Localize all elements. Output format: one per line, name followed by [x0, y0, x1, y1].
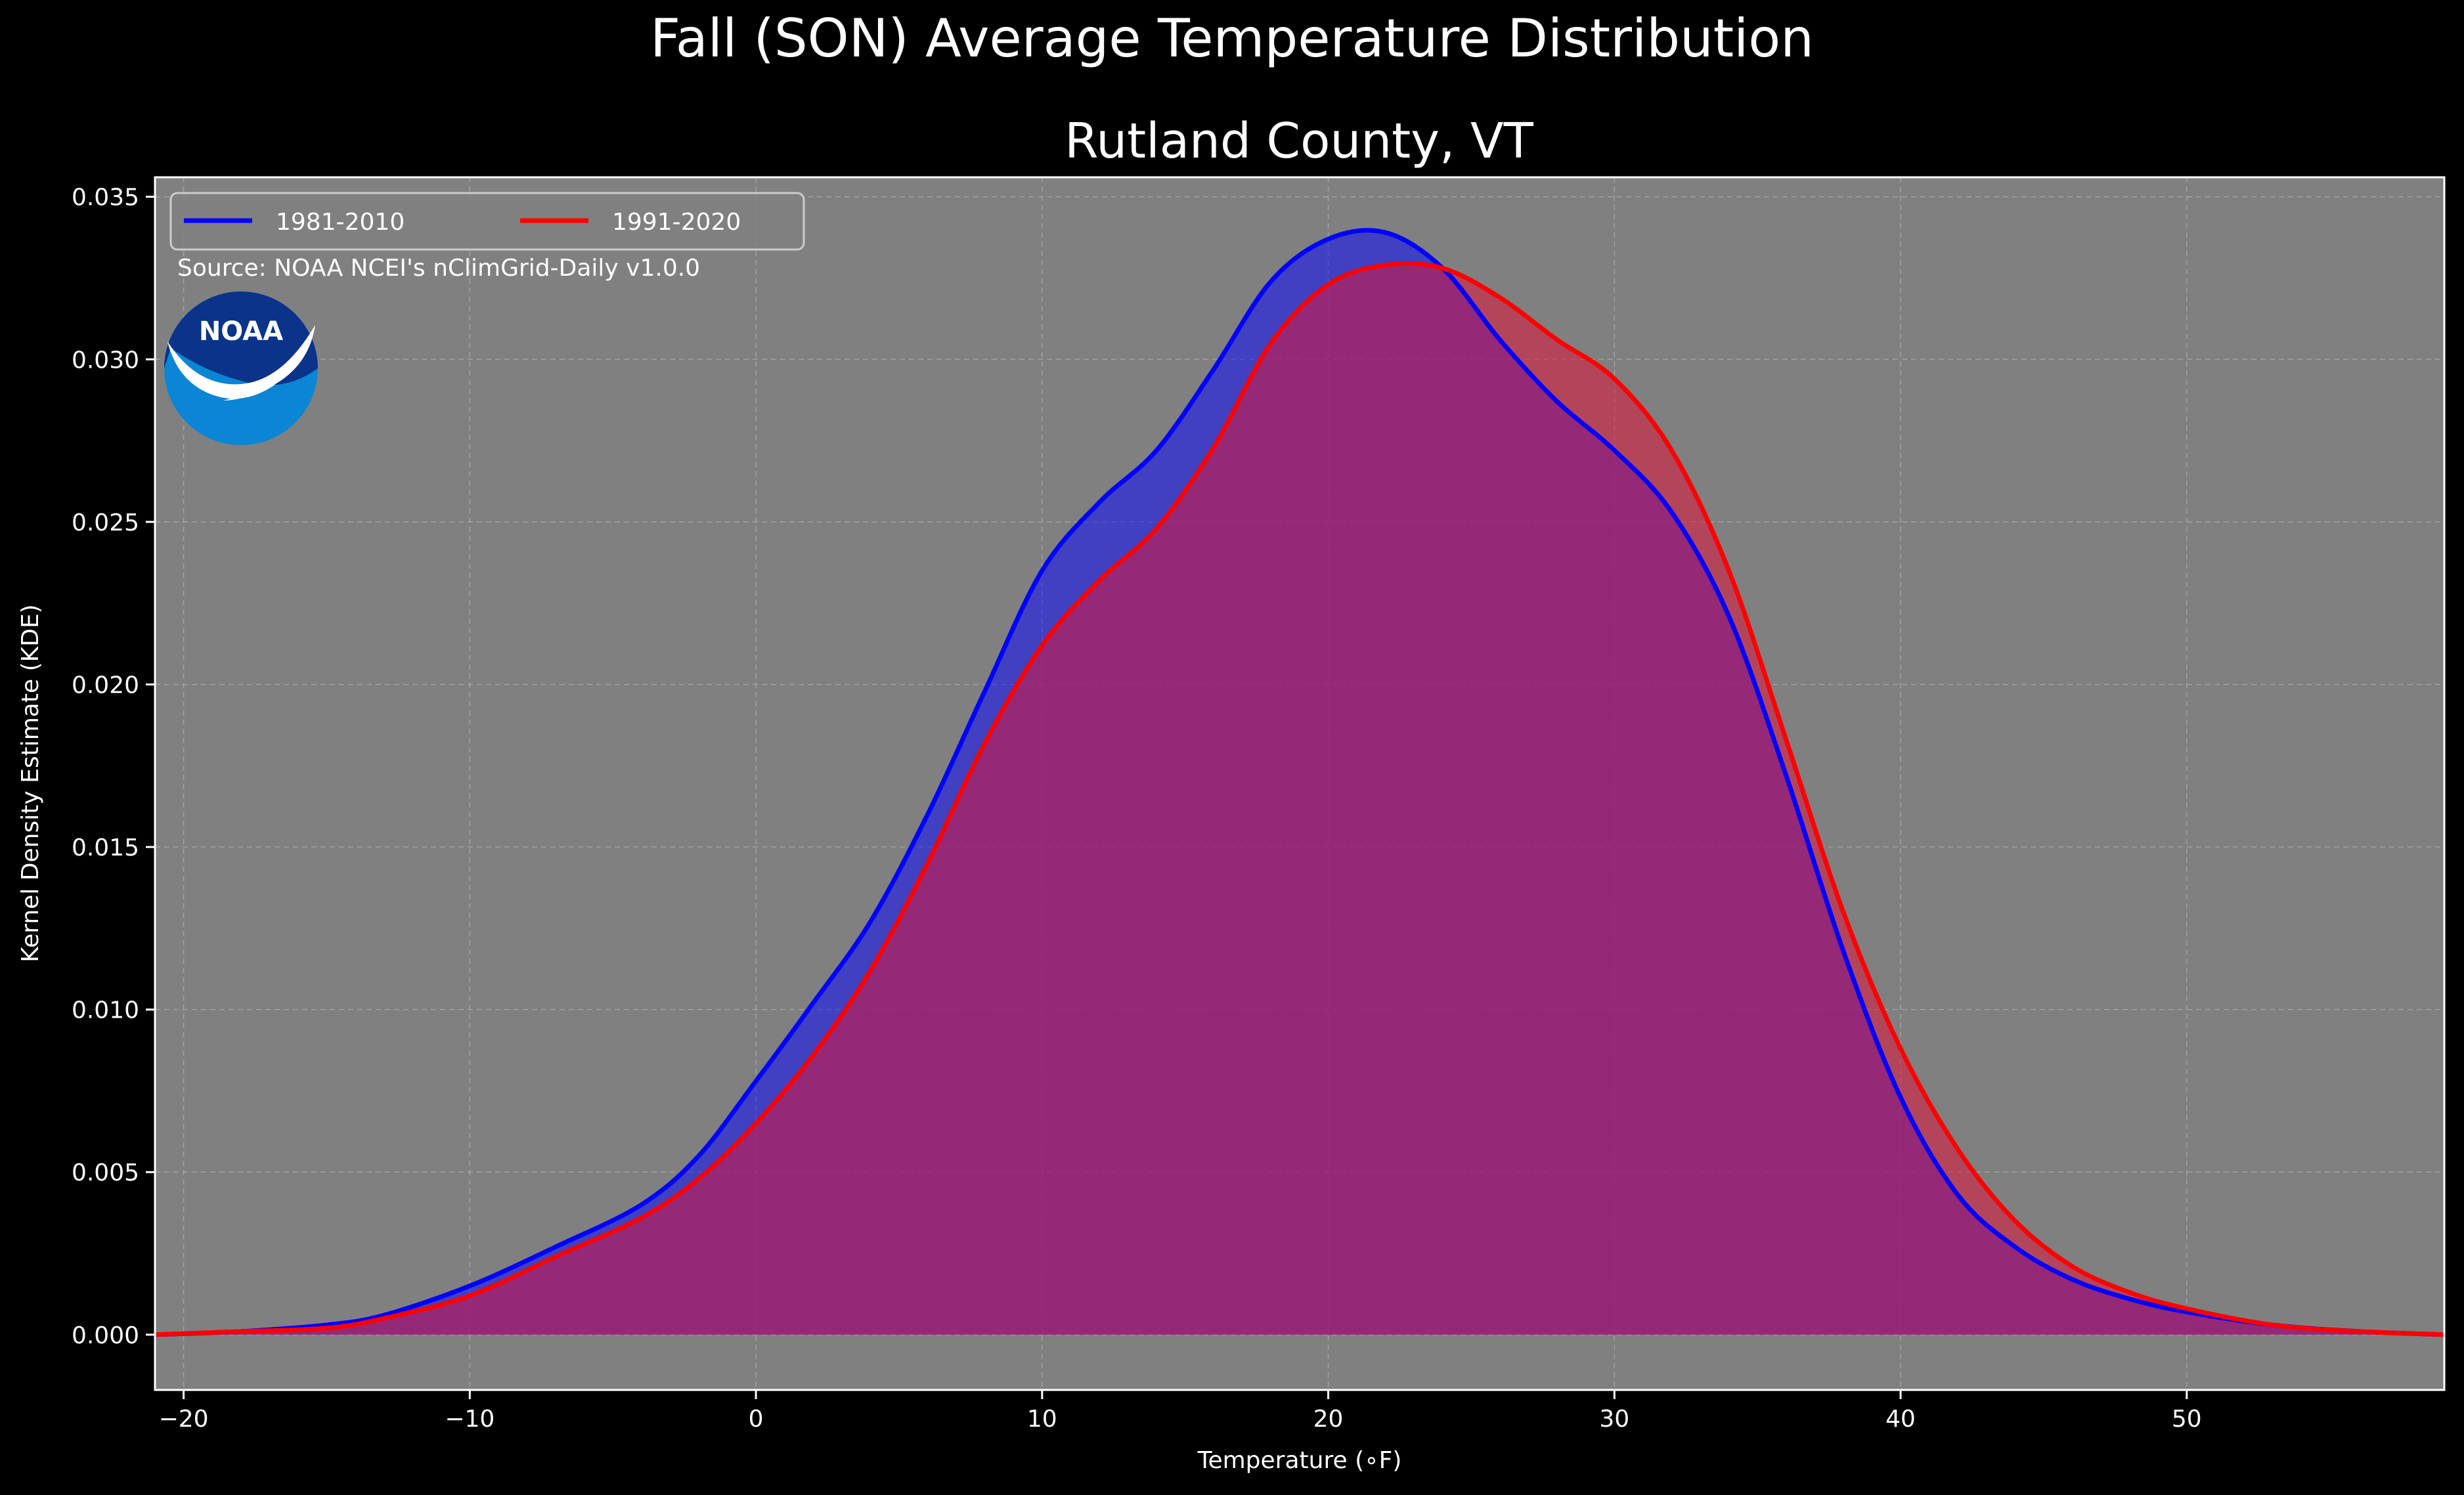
y-tick-label: 0.020: [72, 672, 139, 699]
plot-frame: [154, 176, 2446, 1391]
y-tick-label: 0.035: [72, 184, 139, 211]
chart-subtitle: Rutland County, VT: [1065, 113, 1534, 169]
y-tick-label: 0.030: [72, 347, 139, 374]
y-axis-label: Kernel Density Estimate (KDE): [17, 604, 44, 962]
x-axis-ticks: −20 −10 0 10 20 30 40 50: [159, 1390, 2202, 1433]
x-tick-label: 10: [1027, 1406, 1057, 1433]
legend-box: [169, 192, 805, 251]
x-tick-label: 50: [2172, 1406, 2202, 1433]
series-line-1981-2010: [154, 228, 2445, 1337]
y-tick-label: 0.015: [72, 834, 139, 861]
y-tick-label: 0.000: [72, 1322, 139, 1349]
y-axis-ticks: 0.000 0.005 0.010 0.015 0.020 0.025 0.030 0.035: [72, 184, 155, 1349]
x-tick-label: 20: [1313, 1406, 1344, 1433]
legend: 1981-2010 1991-2020: [169, 192, 805, 251]
chart-title: Fall (SON) Average Temperature Distribut…: [650, 8, 1814, 69]
series-line-1991-2020: [154, 261, 2445, 1337]
noaa-logo-text: NOAA: [199, 316, 283, 347]
x-tick-label: −10: [445, 1406, 495, 1433]
x-tick-label: −20: [159, 1406, 209, 1433]
x-tick-label: 0: [749, 1406, 764, 1433]
series-lines: [154, 228, 2445, 1337]
x-tick-label: 40: [1885, 1406, 1916, 1433]
legend-label-1981-2010: 1981-2010: [276, 209, 405, 236]
y-tick-label: 0.005: [72, 1159, 139, 1186]
series-area-1991-2020: [155, 263, 2444, 1335]
source-note: Source: NOAA NCEI's nClimGrid-Daily v1.0…: [177, 255, 700, 282]
y-tick-label: 0.010: [72, 997, 139, 1024]
series-fills: [155, 230, 2444, 1335]
noaa-logo: NOAA: [164, 292, 318, 445]
x-tick-label: 30: [1599, 1406, 1629, 1433]
legend-label-1991-2020: 1991-2020: [612, 209, 741, 236]
y-tick-label: 0.025: [72, 509, 139, 536]
x-axis-label: Temperature (∘F): [1197, 1447, 1402, 1474]
